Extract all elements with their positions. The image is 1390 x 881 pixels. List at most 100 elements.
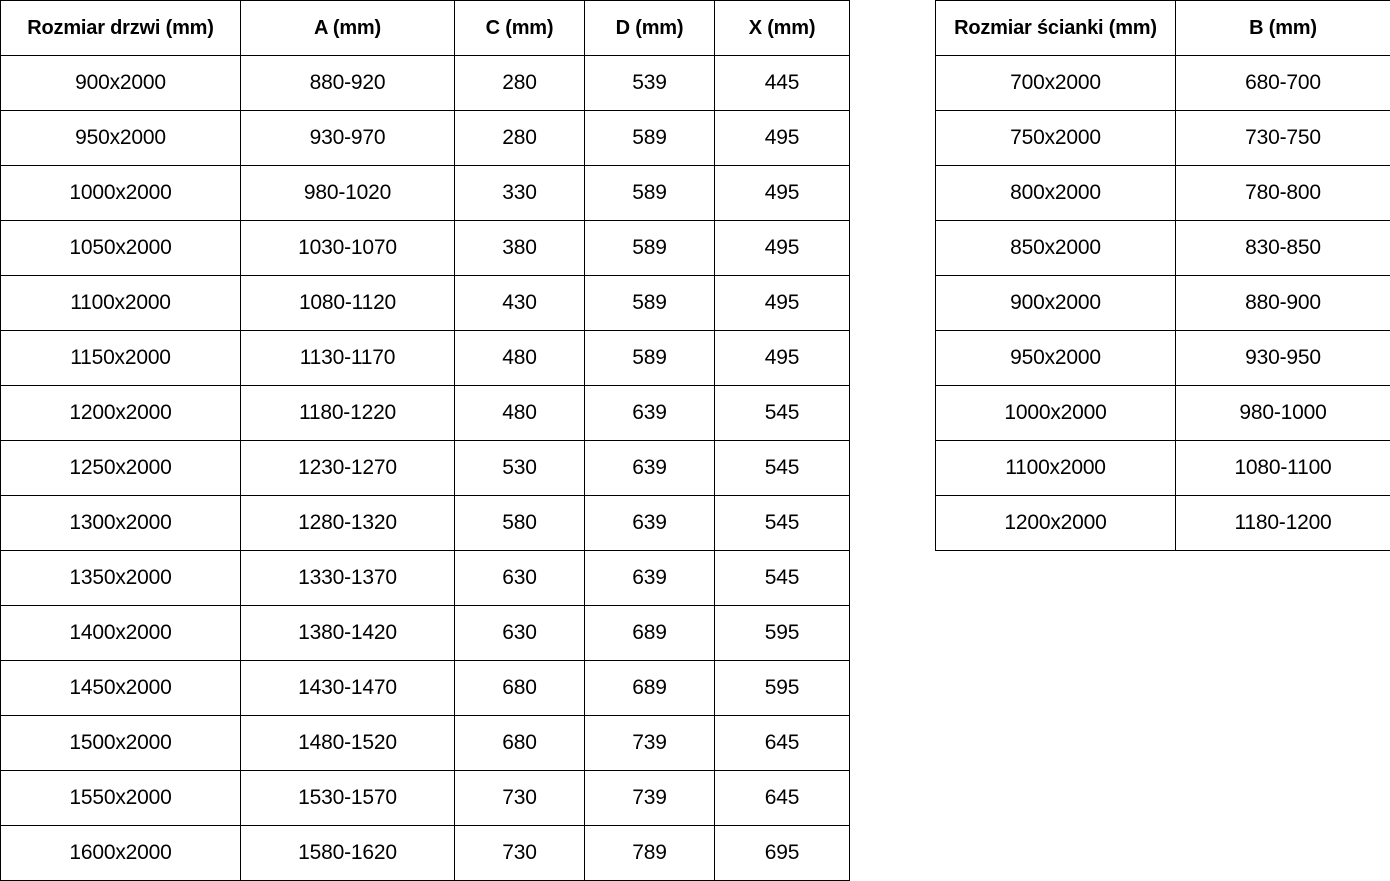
table-row: 1200x2000 1180-1200 — [936, 496, 1390, 551]
cell-x: 495 — [715, 111, 850, 166]
cell-d: 739 — [585, 771, 715, 826]
cell-c: 730 — [455, 771, 585, 826]
cell-door-size: 1250x2000 — [1, 441, 241, 496]
cell-door-size: 1050x2000 — [1, 221, 241, 276]
cell-x: 645 — [715, 716, 850, 771]
cell-c: 430 — [455, 276, 585, 331]
table-row: 1500x2000 1480-1520 680 739 645 — [1, 716, 850, 771]
cell-c: 480 — [455, 331, 585, 386]
cell-x: 545 — [715, 441, 850, 496]
cell-c: 530 — [455, 441, 585, 496]
table-row: 1000x2000 980-1020 330 589 495 — [1, 166, 850, 221]
table-row: 1150x2000 1130-1170 480 589 495 — [1, 331, 850, 386]
cell-a: 1330-1370 — [241, 551, 455, 606]
table-row: 950x2000 930-950 — [936, 331, 1390, 386]
cell-x: 545 — [715, 496, 850, 551]
table-row: 1450x2000 1430-1470 680 689 595 — [1, 661, 850, 716]
cell-wall-size: 1100x2000 — [936, 441, 1176, 496]
cell-c: 280 — [455, 56, 585, 111]
cell-wall-size: 900x2000 — [936, 276, 1176, 331]
cell-b: 1080-1100 — [1176, 441, 1390, 496]
table-row: 1000x2000 980-1000 — [936, 386, 1390, 441]
cell-b: 830-850 — [1176, 221, 1390, 276]
wall-table-body: 700x2000 680-700 750x2000 730-750 800x20… — [936, 56, 1390, 551]
cell-door-size: 1350x2000 — [1, 551, 241, 606]
cell-wall-size: 700x2000 — [936, 56, 1176, 111]
cell-a: 1130-1170 — [241, 331, 455, 386]
table-row: 1300x2000 1280-1320 580 639 545 — [1, 496, 850, 551]
cell-a: 1480-1520 — [241, 716, 455, 771]
door-table-body: 900x2000 880-920 280 539 445 950x2000 93… — [1, 56, 850, 881]
cell-c: 330 — [455, 166, 585, 221]
table-row: 1350x2000 1330-1370 630 639 545 — [1, 551, 850, 606]
cell-x: 495 — [715, 331, 850, 386]
table-row: 900x2000 880-920 280 539 445 — [1, 56, 850, 111]
cell-b: 780-800 — [1176, 166, 1390, 221]
table-row: 1100x2000 1080-1120 430 589 495 — [1, 276, 850, 331]
cell-b: 980-1000 — [1176, 386, 1390, 441]
table-row: 850x2000 830-850 — [936, 221, 1390, 276]
cell-d: 689 — [585, 606, 715, 661]
table-header-row: Rozmiar drzwi (mm) A (mm) C (mm) D (mm) … — [1, 1, 850, 56]
cell-b: 730-750 — [1176, 111, 1390, 166]
cell-door-size: 1500x2000 — [1, 716, 241, 771]
cell-a: 1080-1120 — [241, 276, 455, 331]
cell-a: 1280-1320 — [241, 496, 455, 551]
cell-c: 630 — [455, 551, 585, 606]
cell-door-size: 1450x2000 — [1, 661, 241, 716]
cell-d: 739 — [585, 716, 715, 771]
table-row: 750x2000 730-750 — [936, 111, 1390, 166]
cell-b: 680-700 — [1176, 56, 1390, 111]
cell-door-size: 1300x2000 — [1, 496, 241, 551]
cell-d: 589 — [585, 276, 715, 331]
table-header-row: Rozmiar ścianki (mm) B (mm) — [936, 1, 1390, 56]
table-row: 900x2000 880-900 — [936, 276, 1390, 331]
column-header-c: C (mm) — [455, 1, 585, 56]
cell-x: 545 — [715, 551, 850, 606]
cell-c: 480 — [455, 386, 585, 441]
cell-d: 689 — [585, 661, 715, 716]
column-header-door-size: Rozmiar drzwi (mm) — [1, 1, 241, 56]
cell-x: 495 — [715, 166, 850, 221]
column-header-b: B (mm) — [1176, 1, 1390, 56]
cell-a: 1580-1620 — [241, 826, 455, 881]
cell-x: 495 — [715, 221, 850, 276]
cell-d: 639 — [585, 496, 715, 551]
cell-door-size: 1150x2000 — [1, 331, 241, 386]
cell-d: 589 — [585, 111, 715, 166]
table-row: 800x2000 780-800 — [936, 166, 1390, 221]
table-row: 950x2000 930-970 280 589 495 — [1, 111, 850, 166]
cell-c: 630 — [455, 606, 585, 661]
column-header-x: X (mm) — [715, 1, 850, 56]
wall-panel-dimensions-table: Rozmiar ścianki (mm) B (mm) 700x2000 680… — [935, 0, 1390, 551]
cell-b: 1180-1200 — [1176, 496, 1390, 551]
cell-c: 730 — [455, 826, 585, 881]
cell-wall-size: 800x2000 — [936, 166, 1176, 221]
table-row: 1250x2000 1230-1270 530 639 545 — [1, 441, 850, 496]
cell-x: 595 — [715, 661, 850, 716]
table-row: 1600x2000 1580-1620 730 789 695 — [1, 826, 850, 881]
column-header-wall-size: Rozmiar ścianki (mm) — [936, 1, 1176, 56]
table-row: 1400x2000 1380-1420 630 689 595 — [1, 606, 850, 661]
cell-wall-size: 1000x2000 — [936, 386, 1176, 441]
cell-d: 539 — [585, 56, 715, 111]
cell-door-size: 1600x2000 — [1, 826, 241, 881]
cell-x: 645 — [715, 771, 850, 826]
cell-x: 595 — [715, 606, 850, 661]
door-table-head: Rozmiar drzwi (mm) A (mm) C (mm) D (mm) … — [1, 1, 850, 56]
cell-b: 880-900 — [1176, 276, 1390, 331]
cell-x: 445 — [715, 56, 850, 111]
wall-table-head: Rozmiar ścianki (mm) B (mm) — [936, 1, 1390, 56]
cell-c: 680 — [455, 716, 585, 771]
cell-d: 639 — [585, 386, 715, 441]
cell-door-size: 950x2000 — [1, 111, 241, 166]
cell-c: 680 — [455, 661, 585, 716]
cell-door-size: 1100x2000 — [1, 276, 241, 331]
cell-wall-size: 1200x2000 — [936, 496, 1176, 551]
cell-c: 280 — [455, 111, 585, 166]
cell-wall-size: 850x2000 — [936, 221, 1176, 276]
cell-x: 695 — [715, 826, 850, 881]
table-row: 700x2000 680-700 — [936, 56, 1390, 111]
cell-d: 589 — [585, 221, 715, 276]
cell-c: 580 — [455, 496, 585, 551]
